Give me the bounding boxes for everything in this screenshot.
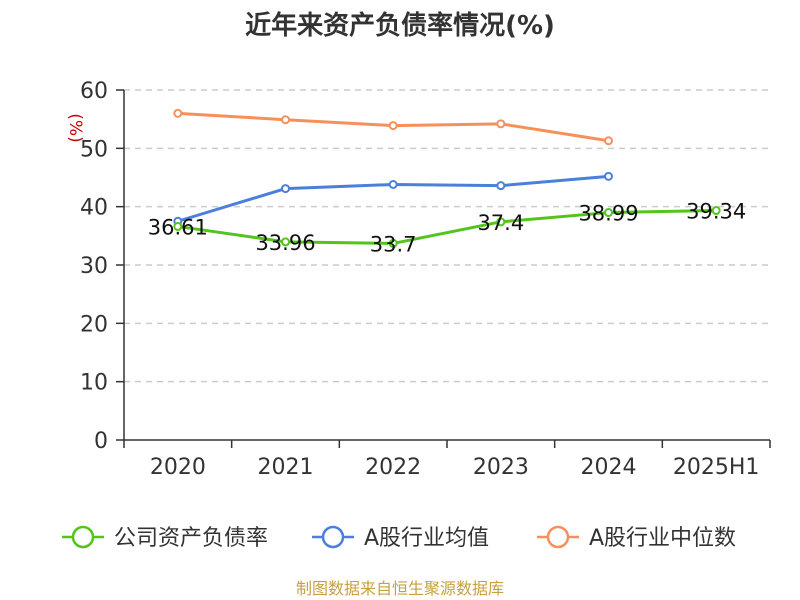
- series-group: [173, 108, 721, 248]
- x-tick-label: 2022: [365, 455, 421, 480]
- data-labels: 36.61 33.96 33.7 37.4 38.99 39.34: [148, 200, 746, 257]
- y-tick-labels: 0 10 20 30 40 50 60: [80, 79, 108, 454]
- source-note: 制图数据来自恒生聚源数据库: [296, 579, 504, 598]
- y-tick-label: 60: [80, 79, 108, 104]
- data-point: [496, 119, 506, 129]
- chart-title: 近年来资产负债率情况(%): [245, 10, 555, 41]
- data-label: 36.61: [148, 215, 208, 239]
- x-tick-label: 2024: [581, 455, 637, 480]
- data-point: [711, 206, 721, 216]
- data-point: [604, 171, 613, 181]
- data-point: [281, 184, 290, 194]
- x-tick-label: 2023: [473, 455, 529, 480]
- axes: [116, 89, 771, 448]
- data-point: [173, 221, 183, 231]
- data-label: 38.99: [578, 202, 638, 226]
- data-point: [388, 121, 398, 131]
- y-tick-label: 20: [80, 312, 108, 337]
- x-tick-label: 2021: [258, 455, 314, 480]
- legend: 公司资产负债率 A股行业均值 A股行业中位数: [62, 525, 736, 551]
- y-tick-label: 50: [80, 137, 108, 162]
- data-point: [173, 108, 183, 118]
- data-point: [281, 115, 290, 125]
- data-point: [496, 217, 506, 227]
- x-tick-labels: 2020 2021 2022 2023 2024 2025H1: [150, 455, 760, 480]
- data-point: [388, 238, 398, 248]
- y-axis-unit: (%): [65, 113, 85, 142]
- legend-marker: [546, 525, 570, 549]
- legend-label: A股行业中位数: [589, 526, 736, 551]
- legend-marker: [71, 525, 95, 549]
- y-tick-label: 0: [94, 429, 108, 454]
- y-tick-label: 10: [80, 371, 108, 396]
- series-line: [177, 209, 717, 245]
- data-point: [604, 136, 613, 146]
- data-label: 39.34: [686, 200, 746, 224]
- legend-marker: [321, 525, 345, 549]
- data-point: [388, 180, 398, 189]
- grid-lines: [124, 89, 770, 383]
- data-point: [604, 208, 613, 218]
- data-label: 33.96: [255, 231, 315, 255]
- data-point: [496, 181, 506, 191]
- legend-label: 公司资产负债率: [114, 526, 268, 551]
- x-tick-label: 2020: [150, 455, 206, 480]
- y-tick-label: 40: [80, 196, 108, 221]
- data-label: 33.7: [370, 232, 417, 256]
- data-point: [281, 237, 290, 247]
- legend-label: A股行业均值: [364, 526, 489, 551]
- x-tick-label: 2025H1: [673, 455, 760, 480]
- data-label: 37.4: [477, 211, 524, 235]
- y-tick-label: 30: [80, 254, 108, 279]
